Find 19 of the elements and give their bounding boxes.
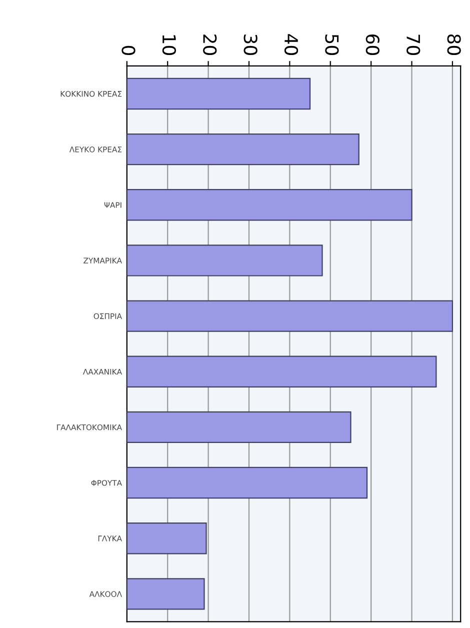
bar (126, 133, 360, 166)
bar (126, 466, 368, 499)
x-tick-label: 60 (366, 34, 380, 56)
x-tick-label: 80 (447, 34, 461, 56)
bar (126, 78, 311, 110)
bar (126, 578, 205, 610)
bar (126, 300, 454, 332)
bar (126, 244, 323, 276)
bar (126, 189, 412, 221)
x-tick-label: 20 (203, 34, 217, 56)
x-tick-label: 10 (162, 35, 176, 56)
bar (126, 411, 352, 444)
x-tick-label: 50 (325, 34, 339, 56)
x-tick-label: 40 (284, 34, 298, 56)
x-tick-label: 70 (406, 34, 420, 56)
x-tick-label: 30 (244, 34, 258, 56)
bar (126, 522, 207, 554)
bar (126, 356, 437, 388)
x-tick-label: 0 (122, 46, 136, 56)
